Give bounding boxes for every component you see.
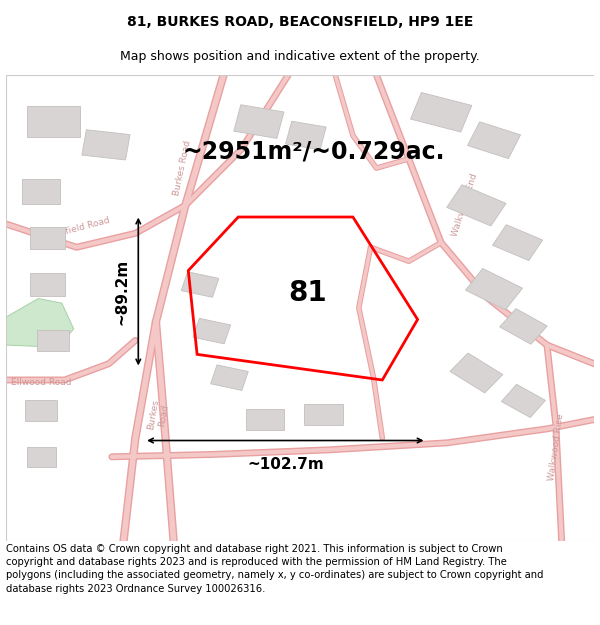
- Text: Map shows position and indicative extent of the property.: Map shows position and indicative extent…: [120, 50, 480, 63]
- Bar: [493, 225, 542, 261]
- Text: 81: 81: [289, 279, 327, 307]
- Bar: [211, 365, 248, 391]
- Polygon shape: [6, 299, 74, 348]
- Text: Westfield Road: Westfield Road: [43, 216, 110, 242]
- Bar: [304, 404, 343, 426]
- Bar: [29, 273, 65, 296]
- Bar: [410, 92, 472, 132]
- Bar: [245, 409, 284, 430]
- Bar: [26, 447, 56, 467]
- Bar: [502, 384, 545, 418]
- Bar: [193, 318, 230, 344]
- Bar: [25, 400, 58, 421]
- Bar: [82, 130, 130, 160]
- Text: Ellwood Road: Ellwood Road: [11, 378, 71, 387]
- Bar: [22, 179, 61, 204]
- Text: Walkwood End: Walkwood End: [450, 173, 479, 238]
- Bar: [466, 269, 523, 310]
- Bar: [37, 330, 69, 351]
- Bar: [29, 227, 65, 249]
- Bar: [450, 353, 503, 393]
- Bar: [500, 309, 547, 344]
- Bar: [467, 122, 521, 159]
- Text: ~2951m²/~0.729ac.: ~2951m²/~0.729ac.: [182, 140, 445, 164]
- Bar: [447, 185, 506, 226]
- Text: Burkes
Road: Burkes Road: [146, 398, 171, 432]
- Text: Contains OS data © Crown copyright and database right 2021. This information is : Contains OS data © Crown copyright and d…: [6, 544, 544, 594]
- Bar: [181, 272, 219, 298]
- Text: ~102.7m: ~102.7m: [247, 457, 323, 472]
- Bar: [26, 106, 79, 137]
- Bar: [286, 121, 326, 150]
- Text: Walkwood Rise: Walkwood Rise: [547, 413, 565, 482]
- Text: 81, BURKES ROAD, BEACONSFIELD, HP9 1EE: 81, BURKES ROAD, BEACONSFIELD, HP9 1EE: [127, 16, 473, 29]
- Text: Burkes Road: Burkes Road: [172, 139, 193, 197]
- Text: ~89.2m: ~89.2m: [115, 258, 130, 324]
- Bar: [234, 105, 284, 138]
